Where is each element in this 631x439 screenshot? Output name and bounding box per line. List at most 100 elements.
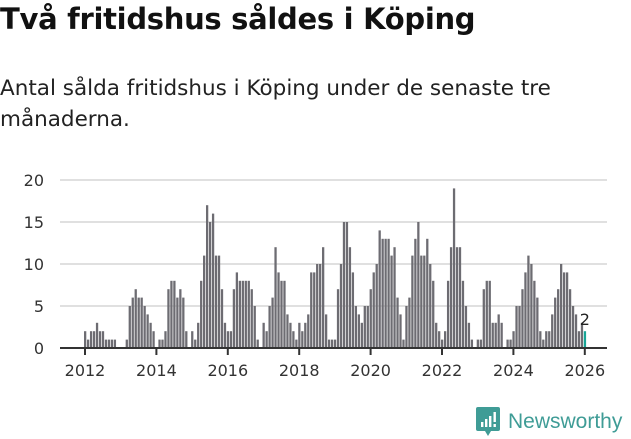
brand-logo: Newsworthy (476, 407, 622, 437)
bar (238, 280, 241, 348)
bar (152, 331, 155, 348)
bar (435, 322, 438, 348)
bar (131, 297, 134, 348)
bar (95, 322, 99, 348)
bar (557, 289, 560, 348)
bar (417, 222, 420, 348)
bar (295, 339, 298, 348)
bar (327, 339, 331, 348)
bar (571, 306, 575, 348)
bar (348, 247, 352, 348)
bar (149, 322, 152, 348)
bar (256, 339, 259, 348)
x-axis: 2012 2014 2016 2018 2020 2022 2024 2026 (60, 347, 607, 380)
bar (336, 289, 340, 348)
bar (512, 331, 515, 348)
bar (280, 280, 283, 348)
bar (104, 339, 108, 348)
bar (137, 297, 140, 348)
bar (319, 264, 322, 348)
brand-name: Newsworthy (508, 410, 623, 433)
bar (482, 289, 485, 348)
bar (458, 247, 462, 348)
y-axis-labels: 0 5 10 15 20 (24, 171, 44, 358)
last-value-annotation: 2 (580, 310, 590, 329)
y-tick-label: 20 (24, 171, 44, 190)
bar (125, 339, 128, 348)
bar (360, 322, 363, 348)
bar (330, 339, 334, 348)
bar (402, 339, 405, 348)
chart-bars (84, 188, 587, 348)
bar (217, 255, 221, 348)
bar (86, 339, 90, 348)
bar (274, 247, 277, 348)
bar (384, 238, 387, 348)
bar (173, 280, 176, 348)
bar (494, 322, 497, 348)
bar (500, 322, 503, 348)
bar (289, 322, 292, 348)
bar (518, 306, 521, 348)
bar (179, 289, 182, 348)
bar (396, 297, 399, 348)
bar (515, 306, 518, 348)
y-tick-label: 5 (34, 297, 44, 316)
bar (247, 280, 250, 348)
bar (185, 331, 188, 348)
bar (98, 331, 102, 348)
bar (143, 306, 146, 348)
bar (530, 264, 533, 348)
bar (89, 331, 93, 348)
bar (271, 297, 274, 348)
bar (562, 272, 566, 348)
bar (464, 306, 468, 348)
bar (351, 272, 355, 348)
bar (378, 230, 381, 348)
bar (521, 289, 524, 348)
x-tick-label: 2014 (136, 361, 177, 380)
bar (509, 339, 512, 348)
bar (393, 247, 396, 348)
bar (423, 255, 426, 348)
bar-chart: 0 5 10 15 20 2012 2014 2016 2018 2020 2022 2024 202… (24, 171, 607, 380)
bar (545, 331, 548, 348)
bar (345, 222, 349, 348)
bar (354, 306, 358, 348)
bar (164, 331, 167, 348)
bar (182, 297, 185, 348)
bar (241, 280, 244, 348)
bar (420, 255, 423, 348)
bar (262, 322, 265, 348)
y-tick-label: 15 (24, 213, 44, 232)
bar (479, 339, 482, 348)
bar (220, 289, 224, 348)
bar (316, 264, 319, 348)
bar (497, 314, 500, 348)
x-tick-label: 2020 (350, 361, 391, 380)
y-tick-label: 0 (34, 339, 44, 358)
bar (506, 339, 509, 348)
bar (134, 289, 137, 348)
bar-chart-speech-bubble-icon (476, 407, 500, 436)
bar (304, 322, 307, 348)
bar (527, 255, 530, 348)
bar (565, 272, 569, 348)
page-subtitle: Antal sålda fritidshus i Köping under de… (0, 76, 551, 132)
bar (232, 289, 236, 348)
bar (208, 222, 212, 348)
bar (411, 255, 414, 348)
bar (211, 213, 215, 348)
bar (214, 255, 218, 348)
x-tick-label: 2012 (65, 361, 106, 380)
bar (369, 289, 372, 348)
bar (203, 255, 206, 348)
bar (253, 306, 256, 348)
bar (426, 238, 429, 348)
bar (488, 280, 491, 348)
y-tick-label: 10 (24, 255, 44, 274)
bar (277, 272, 280, 348)
bar (101, 331, 105, 348)
bar (372, 272, 375, 348)
bar (128, 306, 131, 348)
